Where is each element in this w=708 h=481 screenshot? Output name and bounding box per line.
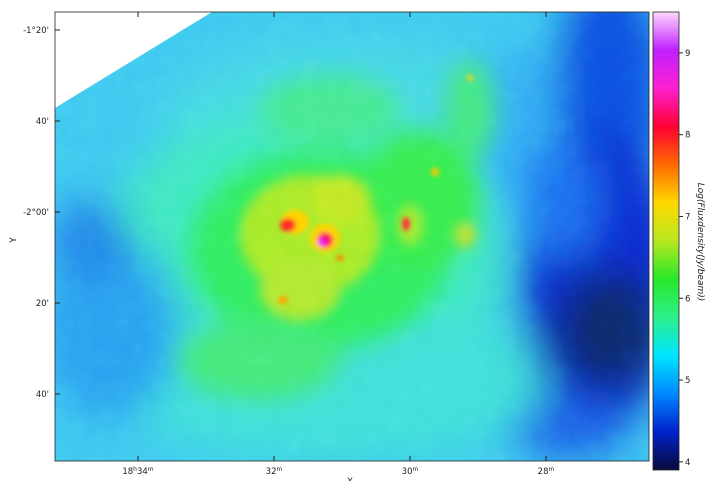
x-tick-label: 30m	[402, 466, 419, 477]
sky-image	[55, 12, 649, 461]
x-axis: 18h34m 32m 30m 28m X	[122, 12, 554, 481]
x-tick-label: 32m	[266, 466, 283, 477]
y-tick-label: 20'	[36, 299, 49, 309]
colorbar-tick-label: 8	[685, 131, 690, 141]
colorbar-label: Log(Fluxdensity(Jy/beam))	[695, 183, 705, 302]
colorbar-tick-label: 7	[685, 212, 690, 222]
x-tick-label: 28m	[538, 466, 555, 477]
colorbar-tick-label: 6	[685, 294, 690, 304]
colorbar: 4 5 6 7 8 9 Log(Fluxdensity(Jy/beam))	[652, 11, 705, 471]
colorbar-tick-label: 9	[685, 49, 690, 59]
plot-frame	[54, 11, 650, 462]
y-tick-label: -1°20'	[23, 26, 49, 36]
y-axis-label: Y	[9, 237, 19, 244]
colorbar-gradient	[652, 11, 680, 471]
y-tick-label: 40'	[36, 117, 49, 127]
colorbar-tick-label: 4	[685, 458, 690, 468]
y-tick-label: 40'	[36, 390, 49, 400]
y-axis: -1°20' 40' -2°00' 20' 40' Y	[9, 26, 60, 400]
y-tick-label: -2°00'	[23, 208, 49, 218]
x-tick-label: 18h34m	[122, 466, 153, 477]
colorbar-tick-label: 5	[685, 376, 690, 386]
x-axis-label: X	[347, 477, 353, 481]
